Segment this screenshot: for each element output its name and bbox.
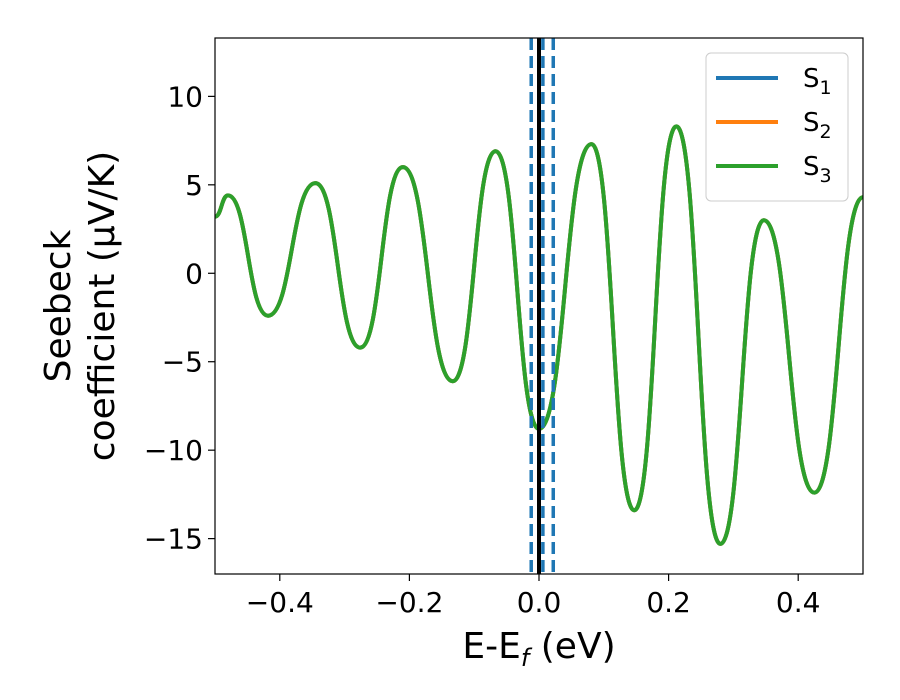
legend-label-s1: S1: [803, 64, 832, 99]
legend-label-s2: S2: [803, 108, 832, 143]
x-axis-title: E-Ef (eV): [462, 626, 615, 672]
y-tick-label: −15: [144, 523, 203, 556]
y-tick-label: −10: [144, 434, 203, 467]
legend: S1 S2 S3: [705, 52, 849, 202]
y-tick-label: −5: [162, 346, 203, 379]
y-axis-title: Seebeck coefficient (μV/K): [38, 151, 123, 461]
x-tick-label: 0.4: [776, 586, 821, 619]
series-layer: [215, 124, 863, 546]
reference-lines-layer: [529, 38, 556, 574]
x-axis-title-unit: (eV): [529, 626, 615, 667]
x-tick-label: −0.4: [246, 586, 314, 619]
x-tick-label: 0.0: [517, 586, 562, 619]
y-axis-title-line2: coefficient (μV/K): [82, 151, 123, 461]
y-axis-title-line1: Seebeck: [38, 229, 79, 382]
legend-label-s3: S3: [803, 152, 832, 187]
y-tick-label: 10: [167, 80, 203, 113]
y-ticks: 10 5 0 −5 −10 −15: [144, 80, 215, 556]
x-tick-label: −0.2: [375, 586, 443, 619]
x-ticks: −0.4 −0.2 0.0 0.2 0.4: [246, 574, 821, 619]
y-tick-label: 5: [185, 169, 203, 202]
y-tick-label: 0: [185, 257, 203, 290]
x-tick-label: 0.2: [646, 586, 691, 619]
series-line-s3: [215, 124, 863, 546]
